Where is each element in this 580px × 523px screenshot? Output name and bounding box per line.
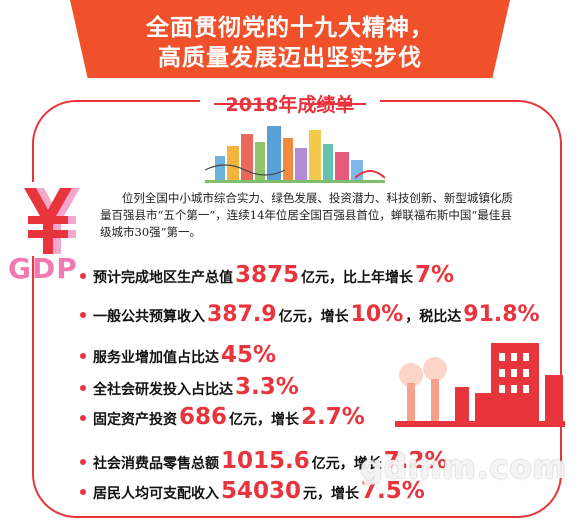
stat-value: 10% bbox=[350, 302, 404, 327]
stat-value: 7.2% bbox=[383, 448, 448, 474]
yen-icon bbox=[2, 182, 94, 256]
bullet-dot-icon bbox=[80, 489, 86, 495]
intro-paragraph: 位列全国中小城市综合实力、绿色发展、投资潜力、科技创新、新型城镇化质量百强县市“… bbox=[100, 191, 513, 239]
stat-label: 全社会研发投入占比达 bbox=[93, 382, 233, 398]
stat-label: 服务业增加值占比达 bbox=[93, 350, 219, 366]
stat-label: 元，增长 bbox=[303, 486, 360, 502]
city-skyline-illustration bbox=[205, 126, 385, 183]
stat-row: 全社会研发投入占比达 3.3% bbox=[80, 374, 301, 400]
stat-label: 一般公共预算收入 bbox=[93, 309, 205, 325]
stat-value: 7.5% bbox=[361, 478, 425, 504]
stat-value: 686 bbox=[179, 404, 228, 430]
title-rule-left bbox=[214, 103, 274, 105]
stat-value: 3875 bbox=[235, 262, 300, 288]
bullet-dot-icon bbox=[80, 312, 86, 318]
stat-label: 亿元，比上年增长 bbox=[301, 270, 414, 286]
stat-label: 预计完成地区生产总值 bbox=[93, 270, 233, 286]
stat-value: 387.9 bbox=[207, 302, 277, 327]
title-rule-right bbox=[306, 103, 366, 105]
stat-value: 7% bbox=[415, 262, 455, 288]
stat-value: 91.8% bbox=[463, 302, 540, 327]
stat-value: 3.3% bbox=[235, 374, 299, 400]
bullet-dot-icon bbox=[80, 459, 86, 465]
gdp-label: GDP bbox=[8, 252, 78, 285]
stat-value: 1015.6 bbox=[221, 448, 310, 474]
bullet-dot-icon bbox=[80, 273, 86, 279]
stat-row: 固定资产投资 686 亿元，增长 2.7% bbox=[80, 404, 367, 430]
stat-row: 一般公共预算收入 387.9 亿元，增长 10% ，税比达 91.8% bbox=[80, 302, 542, 327]
stat-label: ，税比达 bbox=[405, 309, 462, 325]
stat-label: 亿元，增长 bbox=[311, 456, 382, 472]
stat-row: 预计完成地区生产总值 3875 亿元，比上年增长 7% bbox=[80, 262, 456, 288]
stat-label: 居民人均可支配收入 bbox=[93, 486, 219, 502]
bullet-dot-icon bbox=[80, 385, 86, 391]
bullet-dot-icon bbox=[80, 415, 86, 421]
stat-value: 54030 bbox=[221, 478, 302, 504]
stat-row: 社会消费品零售总额 1015.6 亿元，增长 7.2% bbox=[80, 448, 450, 474]
stat-label: 固定资产投资 bbox=[93, 412, 177, 428]
section-title: 2018年成绩单 bbox=[225, 94, 355, 116]
stat-row: 服务业增加值占比达 45% bbox=[80, 342, 278, 368]
banner-line-1: 全面贯彻党的十九大精神， bbox=[146, 15, 434, 41]
stat-label: 亿元，增长 bbox=[229, 412, 300, 428]
watermark: gdmm.com bbox=[360, 448, 567, 486]
banner-line-2: 高质量发展迈出坚实步伐 bbox=[158, 45, 422, 71]
stat-row: 居民人均可支配收入 54030 元，增长 7.5% bbox=[80, 478, 427, 504]
stat-value: 2.7% bbox=[301, 404, 365, 430]
stat-label: 亿元，增长 bbox=[278, 309, 349, 325]
stat-value: 45% bbox=[221, 342, 277, 368]
header-banner bbox=[70, 0, 510, 78]
factory-icon bbox=[395, 343, 565, 427]
stat-label: 社会消费品零售总额 bbox=[93, 456, 219, 472]
bullet-dot-icon bbox=[80, 353, 86, 359]
